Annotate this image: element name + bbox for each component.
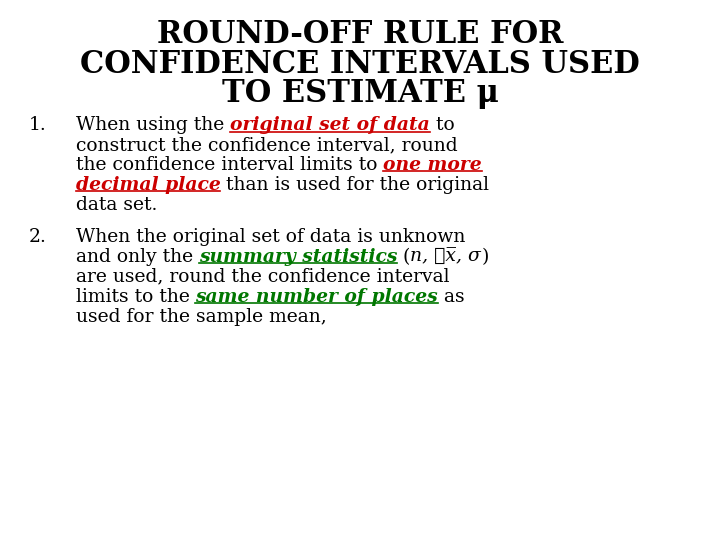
Text: and only the: and only the — [76, 248, 199, 266]
Text: TO ESTIMATE μ: TO ESTIMATE μ — [222, 78, 498, 109]
Text: n, ͞x̅, σ: n, ͞x̅, σ — [410, 248, 481, 266]
Text: same number of places: same number of places — [195, 288, 438, 306]
Text: are used, round the confidence interval: are used, round the confidence interval — [76, 268, 449, 286]
Text: construct the confidence interval, round: construct the confidence interval, round — [76, 136, 457, 154]
Text: original set of data: original set of data — [230, 116, 430, 134]
Text: limits to the: limits to the — [76, 288, 195, 306]
Text: (: ( — [397, 248, 410, 266]
Text: ): ) — [481, 248, 489, 266]
Text: one more: one more — [383, 156, 482, 174]
Text: as: as — [438, 288, 464, 306]
Text: When using the: When using the — [76, 116, 230, 134]
Text: the confidence interval limits to: the confidence interval limits to — [76, 156, 383, 174]
Text: data set.: data set. — [76, 196, 157, 214]
Text: than is used for the original: than is used for the original — [220, 176, 490, 194]
Text: 2.: 2. — [29, 228, 47, 246]
Text: 1.: 1. — [29, 116, 47, 134]
Text: ROUND-OFF RULE FOR: ROUND-OFF RULE FOR — [157, 19, 563, 50]
Text: When the original set of data is unknown: When the original set of data is unknown — [76, 228, 465, 246]
Text: CONFIDENCE INTERVALS USED: CONFIDENCE INTERVALS USED — [80, 49, 640, 79]
Text: to: to — [430, 116, 454, 134]
Text: decimal place: decimal place — [76, 176, 220, 194]
Text: summary statistics: summary statistics — [199, 248, 397, 266]
Text: used for the sample mean,: used for the sample mean, — [76, 308, 326, 326]
